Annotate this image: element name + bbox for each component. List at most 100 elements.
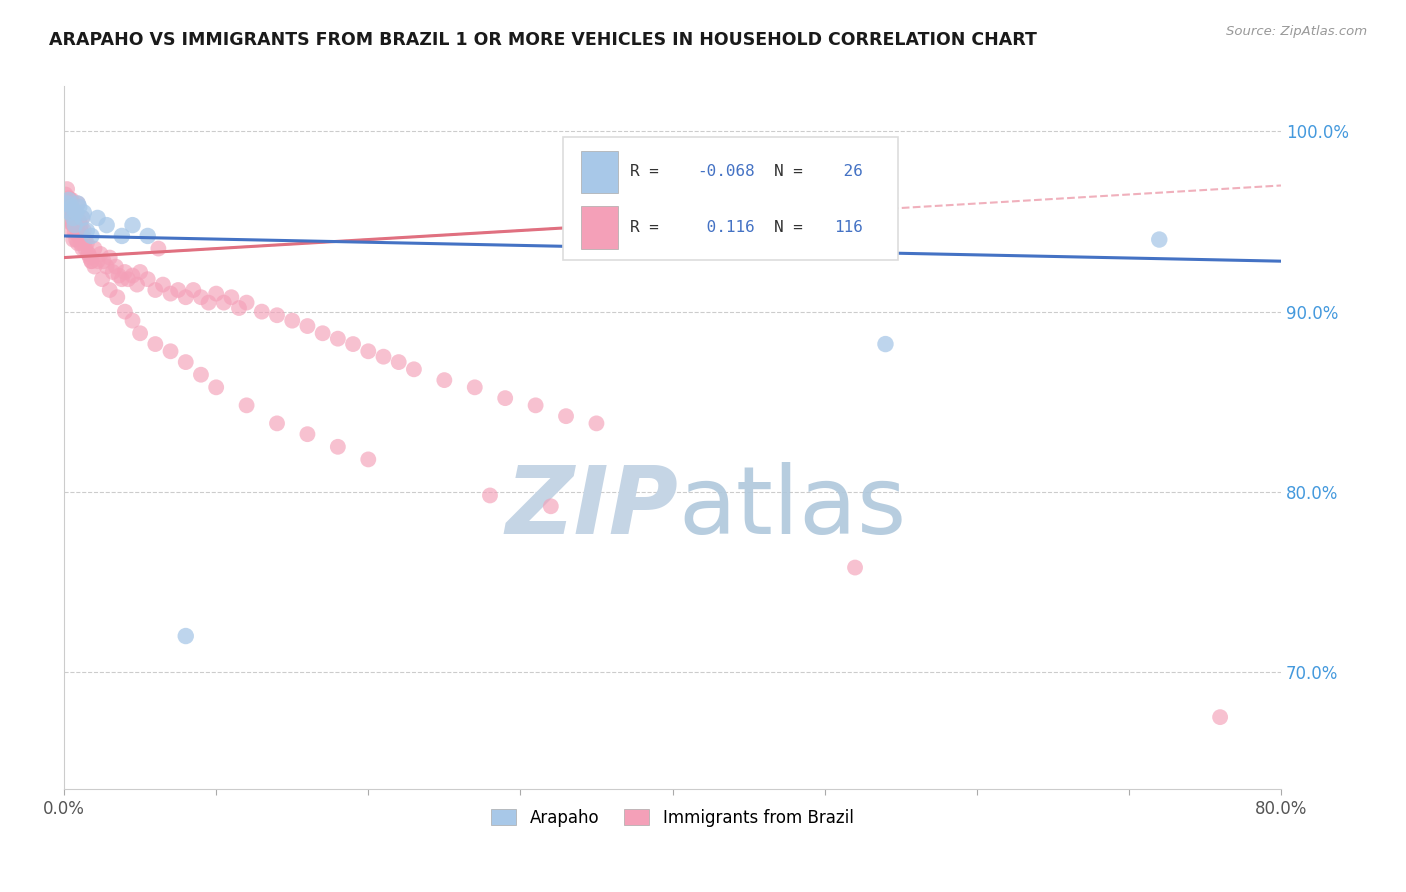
Point bbox=[174, 290, 197, 304]
Point bbox=[62, 205, 84, 219]
Point bbox=[90, 247, 112, 261]
Point bbox=[183, 283, 205, 297]
Point bbox=[83, 260, 105, 274]
Point bbox=[62, 211, 84, 225]
Point bbox=[205, 286, 228, 301]
Point bbox=[555, 409, 578, 424]
Point bbox=[297, 427, 319, 442]
Point bbox=[86, 254, 108, 268]
Point bbox=[63, 218, 86, 232]
Point bbox=[62, 211, 84, 225]
Point bbox=[65, 233, 87, 247]
Point bbox=[63, 218, 86, 232]
Point bbox=[129, 265, 152, 279]
Point bbox=[326, 440, 349, 454]
Point bbox=[357, 344, 380, 359]
Point bbox=[65, 218, 87, 232]
Point bbox=[266, 417, 288, 431]
FancyBboxPatch shape bbox=[562, 137, 897, 260]
Point bbox=[167, 283, 190, 297]
Point bbox=[266, 308, 288, 322]
Point bbox=[66, 196, 89, 211]
Point bbox=[91, 272, 114, 286]
Point bbox=[73, 205, 96, 219]
Text: ZIP: ZIP bbox=[506, 462, 679, 554]
Point bbox=[59, 200, 82, 214]
Point bbox=[297, 319, 319, 334]
Point bbox=[59, 193, 82, 207]
Point bbox=[235, 398, 257, 412]
Point bbox=[72, 211, 94, 225]
Point bbox=[66, 196, 89, 211]
Point bbox=[56, 182, 79, 196]
Point bbox=[433, 373, 456, 387]
Text: ARAPAHO VS IMMIGRANTS FROM BRAZIL 1 OR MORE VEHICLES IN HOUSEHOLD CORRELATION CH: ARAPAHO VS IMMIGRANTS FROM BRAZIL 1 OR M… bbox=[49, 31, 1038, 49]
Point bbox=[80, 254, 103, 268]
Point bbox=[104, 260, 127, 274]
Point bbox=[58, 214, 80, 228]
Point bbox=[59, 223, 82, 237]
Point bbox=[75, 233, 97, 247]
Point bbox=[59, 211, 82, 225]
Point bbox=[69, 223, 91, 237]
Point bbox=[73, 223, 96, 237]
Point bbox=[66, 223, 89, 237]
Point bbox=[72, 211, 94, 225]
Point bbox=[212, 295, 235, 310]
Point bbox=[80, 229, 103, 244]
Text: N =: N = bbox=[773, 220, 813, 235]
Point bbox=[464, 380, 486, 394]
Point bbox=[101, 265, 124, 279]
Point bbox=[478, 488, 501, 502]
Point bbox=[205, 380, 228, 394]
Point bbox=[114, 304, 136, 318]
Point bbox=[108, 268, 131, 283]
Point bbox=[66, 236, 89, 251]
Point bbox=[524, 398, 547, 412]
Point bbox=[60, 214, 83, 228]
Point bbox=[105, 290, 128, 304]
Point bbox=[159, 344, 181, 359]
Text: R =: R = bbox=[630, 164, 668, 179]
Point bbox=[281, 313, 304, 327]
Point bbox=[190, 368, 212, 382]
Point bbox=[342, 337, 364, 351]
Point bbox=[55, 187, 77, 202]
Point bbox=[148, 242, 170, 256]
Point bbox=[111, 272, 134, 286]
Point bbox=[76, 236, 98, 251]
Point bbox=[63, 225, 86, 239]
Point bbox=[86, 211, 108, 225]
Point bbox=[98, 283, 121, 297]
Point bbox=[69, 236, 91, 251]
Legend: Arapaho, Immigrants from Brazil: Arapaho, Immigrants from Brazil bbox=[485, 802, 860, 834]
Point bbox=[73, 233, 96, 247]
Point bbox=[59, 205, 82, 219]
Point bbox=[121, 313, 143, 327]
Point bbox=[58, 191, 80, 205]
Point bbox=[311, 326, 333, 341]
Point bbox=[62, 218, 84, 232]
Point bbox=[197, 295, 219, 310]
Point bbox=[98, 251, 121, 265]
Point bbox=[585, 417, 607, 431]
Point bbox=[58, 205, 80, 219]
Point bbox=[75, 242, 97, 256]
Point bbox=[540, 500, 562, 514]
Point bbox=[844, 560, 866, 574]
Point bbox=[69, 218, 91, 232]
Point bbox=[875, 337, 897, 351]
Point bbox=[143, 337, 166, 351]
Point bbox=[72, 229, 94, 244]
Point bbox=[62, 233, 84, 247]
Point bbox=[77, 247, 100, 261]
Text: atlas: atlas bbox=[679, 462, 907, 554]
Bar bbox=[581, 206, 617, 249]
Point bbox=[357, 452, 380, 467]
Point bbox=[494, 391, 516, 405]
Point bbox=[67, 200, 90, 214]
Text: 116: 116 bbox=[834, 220, 863, 235]
Point bbox=[190, 290, 212, 304]
Point bbox=[125, 277, 148, 292]
Point bbox=[235, 295, 257, 310]
